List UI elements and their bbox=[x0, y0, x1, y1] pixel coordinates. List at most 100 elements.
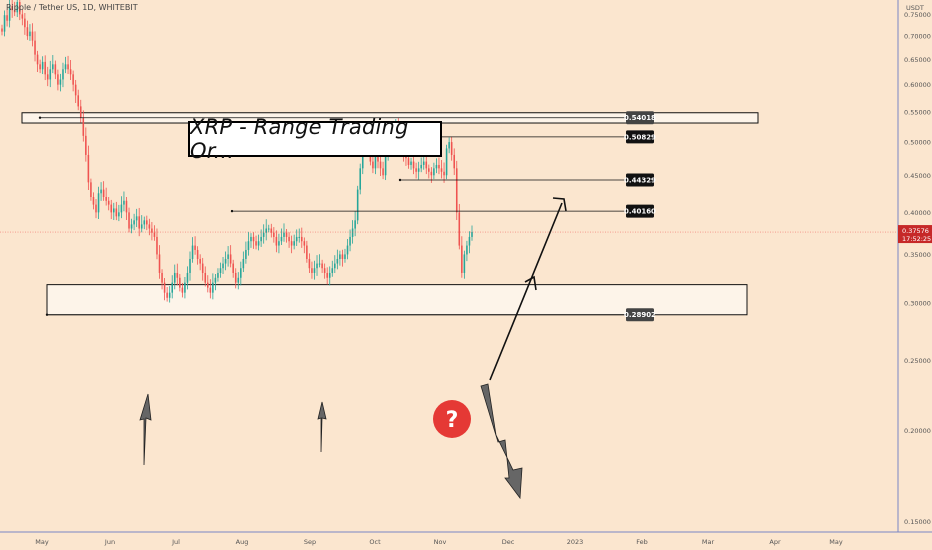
candle-body bbox=[148, 224, 151, 229]
candle-body bbox=[331, 268, 334, 273]
candle-body bbox=[417, 168, 420, 172]
candle-body bbox=[308, 258, 311, 269]
y-tick-label: 0.20000 bbox=[904, 427, 931, 435]
candle-body bbox=[29, 31, 31, 37]
up-arrow-midhead bbox=[524, 275, 537, 291]
candle-body bbox=[438, 164, 440, 169]
y-tick-label: 0.40000 bbox=[904, 209, 931, 217]
y-tick-label: 0.60000 bbox=[904, 81, 931, 89]
candle-body bbox=[458, 212, 461, 246]
candle-body bbox=[146, 220, 148, 225]
candle-body bbox=[361, 148, 364, 169]
candle-body bbox=[265, 228, 268, 233]
candle-body bbox=[300, 236, 303, 242]
candle-body bbox=[227, 254, 229, 259]
candle-body bbox=[1, 28, 3, 32]
level-label-bg bbox=[626, 204, 654, 218]
candle-body bbox=[428, 168, 430, 172]
candle-body bbox=[130, 224, 133, 229]
candle-body bbox=[34, 40, 36, 55]
candle-body bbox=[247, 241, 250, 250]
candle-body bbox=[270, 228, 273, 233]
candle-body bbox=[46, 74, 49, 80]
candle-body bbox=[422, 161, 425, 165]
y-tick-label: 0.70000 bbox=[904, 33, 931, 41]
candle-body bbox=[278, 241, 280, 246]
support-arrow-right bbox=[317, 401, 327, 453]
x-tick-label: Aug bbox=[236, 538, 249, 546]
candle-body bbox=[184, 282, 186, 293]
candle-body bbox=[346, 245, 349, 255]
candle-body bbox=[77, 95, 80, 107]
candle-body bbox=[36, 54, 39, 65]
candle-body bbox=[306, 245, 308, 259]
candle-body bbox=[214, 277, 217, 283]
candle-body bbox=[156, 236, 158, 255]
candle-body bbox=[440, 168, 443, 172]
candle-body bbox=[161, 272, 163, 283]
candle-body bbox=[181, 287, 184, 293]
candle-body bbox=[62, 69, 64, 80]
candle-body bbox=[339, 254, 341, 259]
level-label-bg bbox=[626, 308, 654, 322]
x-tick-label: May bbox=[829, 538, 843, 546]
level-label: 0.28902 bbox=[624, 311, 656, 319]
candle-body bbox=[283, 232, 285, 237]
candle-body bbox=[463, 254, 466, 273]
candle-body bbox=[217, 272, 219, 278]
level-anchor bbox=[398, 178, 402, 182]
y-tick-label: 0.45000 bbox=[904, 172, 931, 180]
candle-body bbox=[420, 164, 422, 169]
candle-body bbox=[224, 258, 227, 264]
level-label-bg bbox=[626, 173, 654, 187]
candle-body bbox=[466, 245, 468, 255]
candle-body bbox=[280, 236, 283, 242]
question-mark: ? bbox=[446, 408, 459, 433]
candle-body bbox=[354, 220, 356, 229]
candle-body bbox=[138, 216, 140, 229]
x-tick-label: May bbox=[35, 538, 49, 546]
candle-body bbox=[344, 254, 346, 259]
candle-body bbox=[219, 268, 222, 273]
candle-body bbox=[267, 228, 270, 230]
idea-title: XRP - Range Trading Or... bbox=[190, 115, 409, 163]
candle-body bbox=[295, 236, 298, 242]
candle-body bbox=[110, 204, 113, 213]
candle-body bbox=[176, 272, 179, 278]
annotation-arrows: ? bbox=[139, 197, 567, 500]
y-tick-label: 0.75000 bbox=[904, 11, 931, 19]
candle-body bbox=[120, 204, 123, 213]
candle-body bbox=[240, 268, 242, 278]
candle-body bbox=[430, 171, 433, 176]
x-tick-label: Nov bbox=[434, 538, 447, 546]
candle-body bbox=[328, 272, 331, 278]
candle-body bbox=[412, 161, 415, 169]
candle-body bbox=[453, 154, 456, 169]
candle-body bbox=[69, 69, 72, 75]
candle-body bbox=[410, 161, 412, 165]
candle-body bbox=[3, 15, 6, 32]
candle-body bbox=[359, 168, 362, 190]
candle-body bbox=[351, 228, 354, 237]
candle-body bbox=[57, 74, 59, 85]
candle-body bbox=[334, 263, 336, 269]
candle-body bbox=[212, 282, 214, 293]
candle-body bbox=[245, 249, 247, 259]
level-label-bg bbox=[626, 130, 654, 144]
candle-body bbox=[105, 197, 107, 201]
current-price-label: 0.37576 bbox=[902, 227, 929, 235]
candle-body bbox=[24, 18, 26, 28]
candle-body bbox=[189, 258, 191, 273]
candle-body bbox=[97, 193, 100, 213]
x-tick-label: Jun bbox=[104, 538, 115, 546]
candle-body bbox=[374, 154, 377, 169]
candle-body bbox=[153, 232, 156, 237]
symbol-label: Ripple / Tether US, 1D, WHITEBIT bbox=[6, 3, 138, 12]
candle-body bbox=[158, 254, 161, 273]
y-tick-label: 0.15000 bbox=[904, 518, 931, 526]
candle-body bbox=[471, 232, 473, 237]
level-label: 0.40160 bbox=[624, 208, 656, 216]
candle-body bbox=[39, 64, 41, 70]
